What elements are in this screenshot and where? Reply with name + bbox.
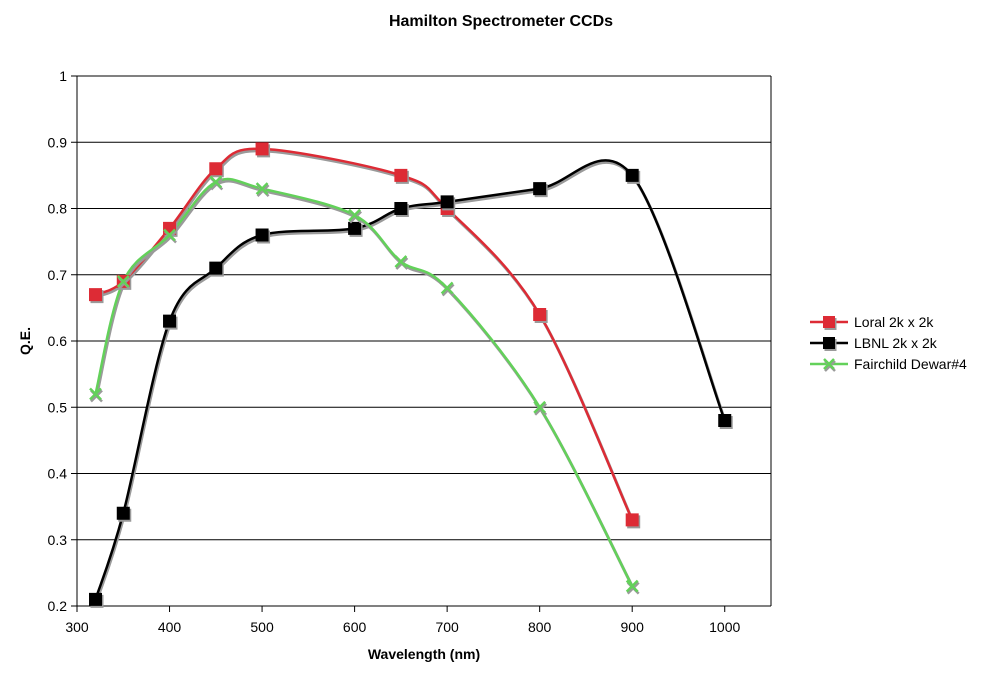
- legend-label: Loral 2k x 2k: [854, 314, 934, 330]
- x-tick-label: 500: [250, 619, 274, 635]
- y-tick-label: 1: [59, 68, 67, 84]
- markers-group: [89, 142, 733, 608]
- x-tick-label: 900: [621, 619, 645, 635]
- x-tick-label: 1000: [709, 619, 740, 635]
- y-tick-label: 0.5: [48, 399, 68, 415]
- series-2-point: [440, 281, 455, 297]
- x-tick-label: 400: [158, 619, 182, 635]
- series-0-point: [533, 308, 547, 321]
- y-tick-label: 0.6: [48, 333, 68, 349]
- series-1-point: [533, 182, 547, 196]
- y-tick-label: 0.7: [48, 267, 68, 283]
- series-2-point-glyph: [89, 387, 102, 401]
- y-tick-label: 0.3: [48, 532, 68, 548]
- series-2-point: [625, 579, 640, 595]
- series-0-point: [209, 162, 223, 176]
- series-2-point-glyph: [440, 281, 454, 295]
- legend-marker: [823, 316, 835, 328]
- x-tick-label: 300: [65, 619, 89, 635]
- x-tick-label: 800: [528, 619, 552, 635]
- series-2-point-glyph: [533, 400, 547, 414]
- series-2-point-glyph: [394, 255, 408, 268]
- x-axis-title: Wavelength (nm): [368, 646, 480, 662]
- y-tick-label: 0.2: [48, 598, 68, 614]
- series-2-point-glyph: [163, 228, 176, 242]
- series-2-point: [116, 274, 131, 290]
- series-2-point: [163, 228, 177, 244]
- y-tick-label: 0.4: [48, 466, 68, 482]
- series-2-point: [209, 175, 224, 191]
- series-2-point: [348, 208, 362, 224]
- series-2-line-shadow: [95, 179, 635, 589]
- series-2-point-glyph: [116, 274, 130, 288]
- series-1-line-shadow: [95, 161, 728, 602]
- series-2-point-glyph: [209, 175, 223, 189]
- series-1-point: [255, 228, 269, 242]
- series-2-point: [89, 387, 103, 403]
- series-2-point-glyph: [255, 182, 269, 196]
- tick-labels: 0.2 0.3 0.4 0.5 0.6 0.7 0.8 0.9 1 300 400 500 600 700…: [48, 68, 741, 635]
- series-0-point: [625, 513, 639, 527]
- series-2-point: [533, 400, 548, 416]
- legend-label: Fairchild Dewar#4: [854, 356, 967, 372]
- series-0-line: [94, 147, 634, 521]
- legend: Loral 2k x 2k LBNL 2k x 2k Fairchild Dewar…: [810, 314, 967, 372]
- series-1-point: [209, 261, 223, 275]
- series-1-line: [94, 159, 726, 600]
- series-2-point: [394, 255, 409, 270]
- chart-title: Hamilton Spectrometer CCDs: [389, 13, 613, 30]
- series-2-point-glyph: [625, 579, 639, 593]
- series-0-point: [394, 168, 408, 182]
- series-1-point: [625, 168, 639, 182]
- series-1-point: [348, 221, 362, 235]
- axes: [71, 75, 772, 612]
- series-1-point: [116, 506, 130, 520]
- series-0-point: [255, 142, 269, 156]
- series-2-point: [255, 182, 270, 198]
- x-tick-label: 700: [435, 619, 459, 635]
- series-1-point: [440, 195, 454, 209]
- series-1-point: [718, 414, 732, 427]
- y-tick-label: 0.9: [48, 134, 68, 150]
- y-tick-label: 0.8: [48, 201, 68, 217]
- x-tick-label: 600: [343, 619, 367, 635]
- series-2-line: [94, 177, 634, 587]
- legend-marker: [823, 337, 835, 349]
- series-1-point: [163, 314, 177, 328]
- series-1-point: [394, 202, 408, 215]
- gridlines: [77, 75, 771, 541]
- legend-marker-glyph: [823, 358, 835, 370]
- y-axis-title: Q.E.: [17, 327, 33, 355]
- series-2-point-glyph: [348, 208, 361, 222]
- legend-label: LBNL 2k x 2k: [854, 335, 938, 351]
- series-0-point: [89, 288, 103, 302]
- series-group: [94, 147, 728, 602]
- legend-marker: [823, 358, 836, 372]
- series-1-point: [89, 592, 103, 606]
